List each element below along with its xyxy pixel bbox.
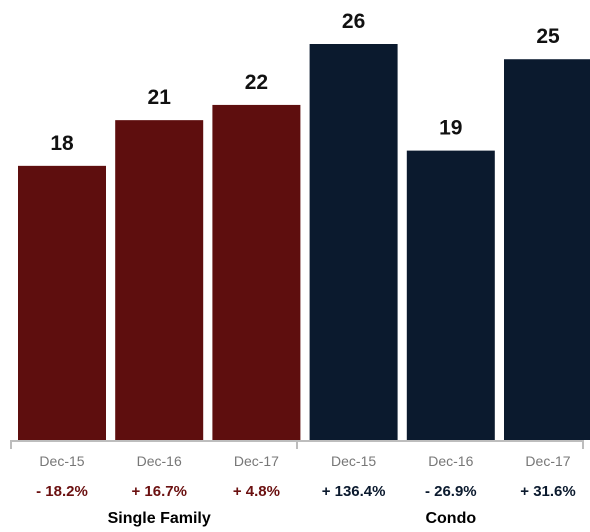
value-label: 19 — [439, 117, 462, 140]
value-label: 21 — [148, 86, 172, 109]
group-label: Condo — [425, 510, 476, 527]
x-axis — [10, 440, 584, 449]
x-tick-label: Dec-16 — [428, 453, 473, 469]
bars-layer — [18, 44, 590, 441]
bar-condo-dec-15 — [309, 44, 398, 440]
change-label: + 4.8% — [233, 483, 280, 500]
value-label: 26 — [342, 10, 365, 33]
value-label: 18 — [50, 132, 74, 155]
x-tick-label: Dec-15 — [331, 453, 376, 469]
labels-layer: 18 Dec-15 - 18.2% 21 Dec-16 + 16.7% 22 Dec-17 + … — [36, 10, 576, 527]
bar-single-family-dec-17 — [212, 104, 301, 440]
x-tick-label: Dec-16 — [137, 453, 182, 469]
bar-single-family-dec-16 — [115, 120, 204, 441]
bar-single-family-dec-15 — [18, 165, 106, 440]
value-label: 25 — [536, 25, 560, 48]
change-label: - 26.9% — [425, 483, 477, 500]
change-label: + 31.6% — [520, 483, 575, 500]
change-label: + 136.4% — [322, 483, 386, 500]
x-tick-label: Dec-15 — [39, 453, 84, 469]
bar-condo-dec-16 — [406, 150, 495, 440]
bar-condo-dec-17 — [504, 59, 590, 440]
change-label: + 16.7% — [131, 483, 186, 500]
x-tick-label: Dec-17 — [525, 453, 570, 469]
value-label: 22 — [245, 71, 268, 94]
group-label: Single Family — [108, 510, 211, 527]
change-label: - 18.2% — [36, 483, 88, 500]
x-tick-label: Dec-17 — [234, 453, 279, 469]
